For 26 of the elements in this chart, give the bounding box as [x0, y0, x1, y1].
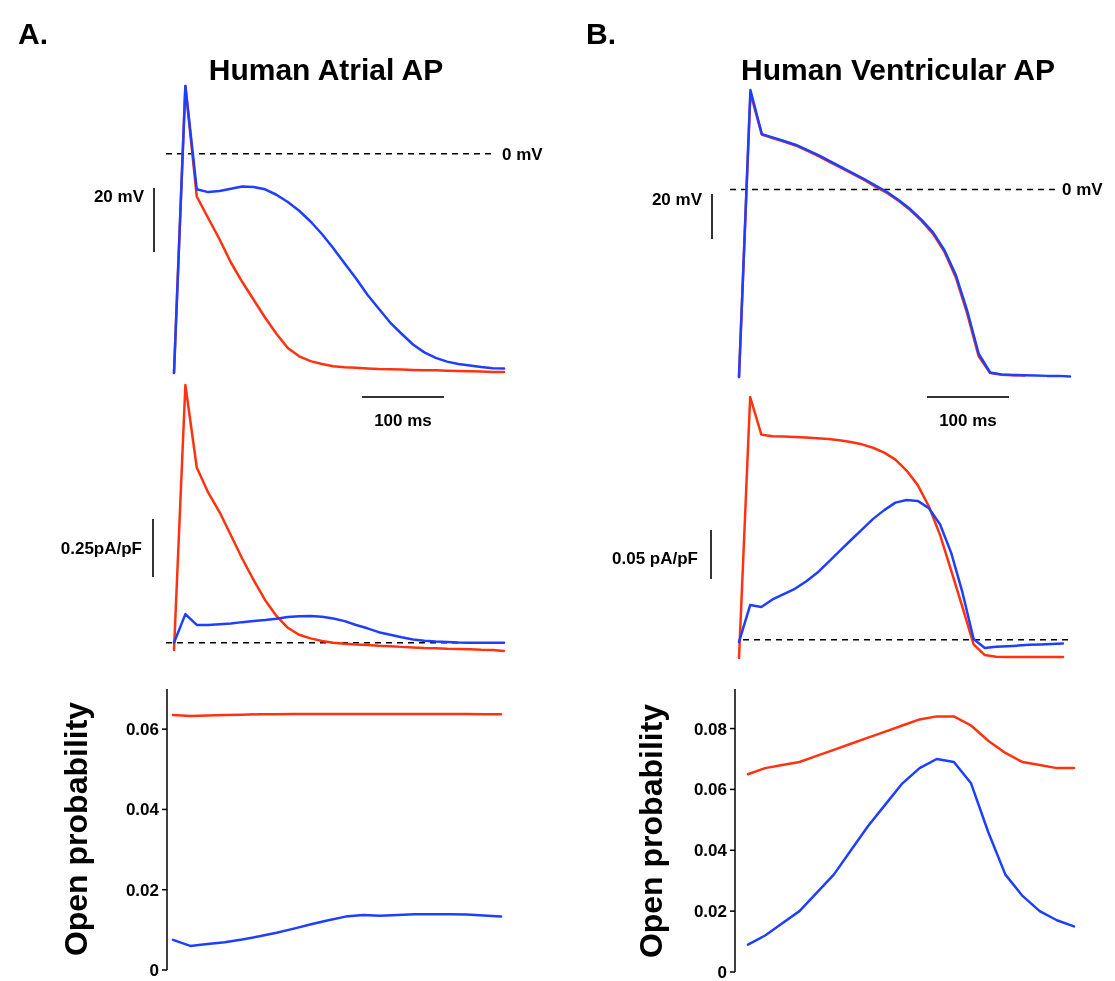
text: 20 mV — [651, 190, 703, 209]
annotation: 100 ms — [939, 411, 997, 430]
text: 20 mV — [93, 187, 145, 206]
line-series — [171, 912, 503, 948]
text: 0.05 pA/pF — [612, 549, 698, 568]
y-tick-label: 0.02 — [693, 902, 727, 922]
y-tick-label: 0.04 — [125, 800, 160, 820]
ref-line-label: 0 mV — [1062, 180, 1104, 200]
ref-line-label: 0 mV — [502, 144, 544, 164]
y-tick-label: 0.06 — [125, 720, 159, 740]
line-series — [746, 715, 1076, 776]
text: 0.25pA/pF — [60, 539, 142, 558]
y-tick-label: 0 — [717, 962, 727, 981]
text: A. — [18, 17, 48, 50]
y-axis-title: Open probability — [633, 703, 670, 959]
annotation: 100 ms — [374, 411, 432, 430]
y-tick-label: 0.06 — [693, 780, 727, 800]
chart-title: Human Atrial AP — [208, 53, 444, 86]
y-tick-label: 0.08 — [693, 719, 727, 739]
y-tick-label: 0.02 — [125, 880, 159, 900]
y-tick-label: 0.04 — [693, 841, 728, 861]
y-tick-label: 0 — [149, 960, 159, 980]
line-series — [746, 757, 1076, 946]
text: B. — [586, 17, 616, 50]
y-axis-title: Open probability — [58, 701, 95, 957]
chart-title: Human Ventricular AP — [741, 53, 1055, 86]
